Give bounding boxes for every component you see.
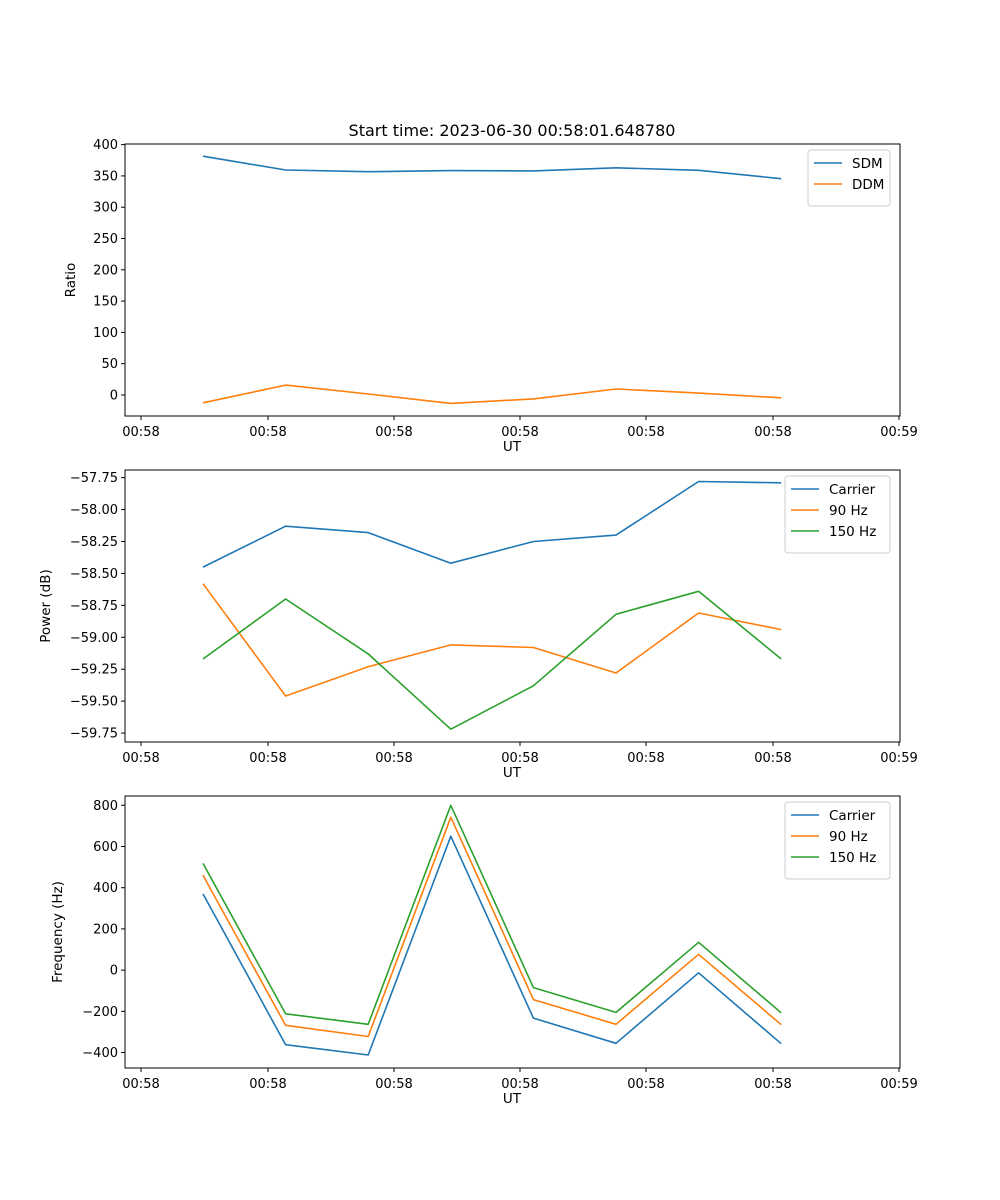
legend-label: 90 Hz [829,503,868,519]
series-line-ddm [202,384,782,405]
legend-label: 150 Hz [829,850,876,866]
series-line-carrier [202,480,782,568]
series-line-150-hz [202,590,782,731]
plot-area-frame [124,143,901,417]
y-tick-label: 0 [110,388,118,403]
y-tick-label: 400 [93,881,118,896]
y-axis-label: Ratio [63,263,79,298]
x-axis-label: UT [503,765,522,781]
y-tick-label: 0 [110,964,118,979]
y-tick-label: −58.50 [70,567,118,582]
x-tick-label: 00:58 [627,751,664,766]
series-line-90-hz [202,583,782,697]
legend: Carrier 90 Hz 150 Hz [784,475,891,554]
x-tick-label: 00:58 [375,751,412,766]
x-tick-label: 00:58 [501,1077,538,1092]
x-tick-label: 00:58 [627,425,664,440]
y-tick-label: 200 [93,263,118,278]
x-tick-label: 00:58 [754,751,791,766]
y-tick-label: 600 [93,840,118,855]
subplot-2: 00:58 00:58 00:58 00:58 00:58 00:58 00:59 UT −59… [38,469,918,781]
y-axis-label: Power (dB) [38,569,54,642]
chart-title: Start time: 2023-06-30 00:58:01.648780 [349,121,676,140]
y-tick-label: −59.50 [70,695,118,710]
x-tick-label: 00:58 [249,1077,286,1092]
y-tick-label: −400 [82,1046,118,1061]
x-tick-label: 00:58 [627,1077,664,1092]
x-tick-label: 00:58 [249,425,286,440]
x-tick-label: 00:58 [375,425,412,440]
x-tick-label: 00:58 [122,751,159,766]
subplot-3: 00:58 00:58 00:58 00:58 00:58 00:58 00:59 UT −40… [50,795,918,1107]
subplot-1: 00:58 00:58 00:58 00:58 00:58 00:58 00:59 UT 0 50… [63,138,918,455]
series-line-90-hz [202,816,782,1038]
y-tick-label: 100 [93,326,118,341]
legend-box [784,801,891,880]
x-tick-label: 00:59 [880,425,917,440]
series-line-150-hz [202,804,782,1026]
series-line-sdm [202,155,782,180]
legend-label: SDM [852,156,883,172]
x-tick-label: 00:58 [501,425,538,440]
y-tick-label: −58.25 [70,535,118,550]
y-tick-label: 200 [93,922,118,937]
y-axis-label: Frequency (Hz) [50,881,66,983]
x-tick-label: 00:58 [754,425,791,440]
y-tick-label: −200 [82,1005,118,1020]
x-tick-label: 00:58 [375,1077,412,1092]
y-tick-label: 150 [93,295,118,310]
x-axis-label: UT [503,1091,522,1107]
plot-area-frame [124,469,901,743]
legend-label: Carrier [829,482,876,498]
y-tick-label: −57.75 [70,471,118,486]
legend-label: Carrier [829,808,876,824]
legend-label: DDM [852,177,884,193]
x-tick-label: 00:59 [880,751,917,766]
x-axis-label: UT [503,439,522,455]
y-tick-label: 300 [93,201,118,216]
series-line-carrier [202,835,782,1056]
y-tick-label: −59.00 [70,631,118,646]
legend: SDM DDM [807,149,891,207]
y-tick-label: 400 [93,138,118,153]
plot-area-frame [124,795,901,1069]
y-tick-label: 50 [101,357,118,372]
legend-label: 150 Hz [829,524,876,540]
y-tick-label: −59.25 [70,663,118,678]
y-tick-label: 350 [93,169,118,184]
legend: Carrier 90 Hz 150 Hz [784,801,891,880]
y-tick-label: 800 [93,799,118,814]
legend-box [784,475,891,554]
x-tick-label: 00:58 [249,751,286,766]
x-tick-label: 00:58 [501,751,538,766]
legend-label: 90 Hz [829,829,868,845]
y-tick-label: −59.75 [70,727,118,742]
y-tick-label: 250 [93,232,118,247]
x-tick-label: 00:59 [880,1077,917,1092]
x-tick-label: 00:58 [122,1077,159,1092]
x-tick-label: 00:58 [754,1077,791,1092]
y-tick-label: −58.00 [70,503,118,518]
y-tick-label: −58.75 [70,599,118,614]
legend-box [807,149,891,207]
x-tick-label: 00:58 [122,425,159,440]
